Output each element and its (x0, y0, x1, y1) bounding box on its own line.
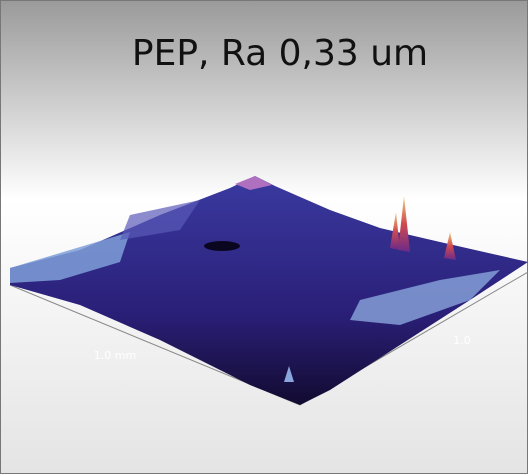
surface-view: PEP, Ra 0,33 um 1.0 mm 1.0 (0, 0, 528, 474)
axis-label: 1.0 (453, 334, 471, 347)
pit (204, 241, 240, 251)
surface-render: PEP, Ra 0,33 um 1.0 mm 1.0 (0, 0, 528, 474)
axis-label: 1.0 mm (94, 349, 136, 362)
title: PEP, Ra 0,33 um (132, 33, 428, 74)
